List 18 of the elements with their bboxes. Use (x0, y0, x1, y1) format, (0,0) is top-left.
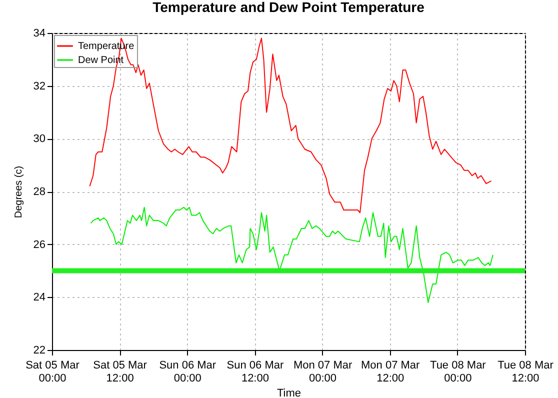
y-tick-label: 32 (33, 80, 46, 92)
x-tick-label: Sat 05 Mar 00:00 (26, 360, 80, 384)
x-tick-label: Tue 08 Mar 00:00 (430, 360, 486, 384)
x-tick-label: Sun 06 Mar 12:00 (226, 360, 284, 384)
x-tick-label: Mon 07 Mar 00:00 (293, 360, 352, 384)
y-tick-label: 24 (33, 292, 46, 304)
x-tick-label: Sun 06 Mar 00:00 (159, 360, 216, 384)
y-tick-label: 30 (33, 133, 46, 146)
x-tick-label: Mon 07 Mar 12:00 (361, 360, 420, 384)
y-tick-label: 34 (33, 28, 46, 40)
y-tick-label: 28 (33, 186, 46, 198)
x-tick-label: Tue 08 Mar 12:00 (498, 360, 554, 384)
x-axis-title: Time (276, 388, 302, 398)
y-tick-label: 22 (33, 344, 46, 356)
x-tick-label: Sat 05 Mar 12:00 (93, 360, 148, 384)
y-axis-title: Degrees (c) (13, 166, 24, 218)
y-tick-label: 26 (33, 238, 46, 251)
chart-title: Temperature and Dew Point Temperature (152, 0, 425, 15)
